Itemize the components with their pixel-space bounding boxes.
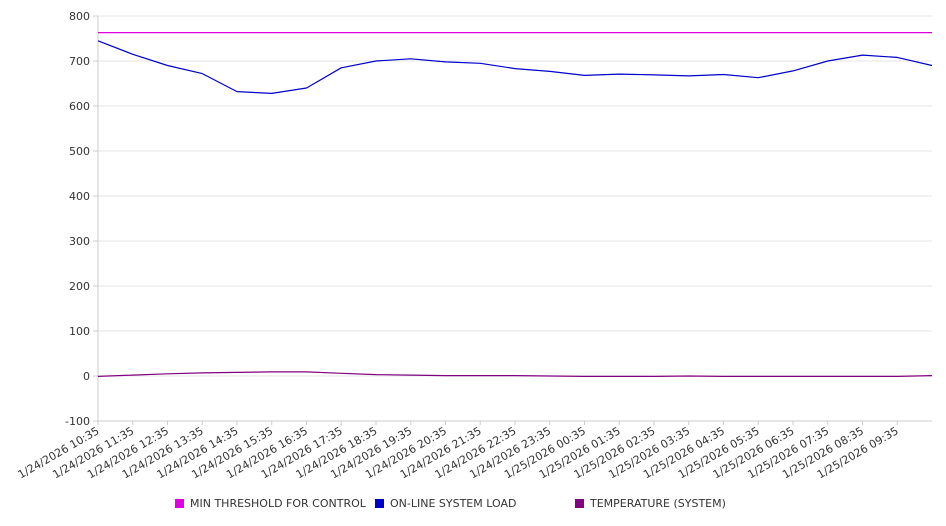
grid-lines — [98, 15, 932, 422]
y-tick-label: 300 — [69, 235, 90, 248]
y-tick-label: 800 — [69, 10, 90, 23]
legend-swatch-min-threshold — [175, 499, 184, 508]
legend-label-min-threshold: MIN THRESHOLD FOR CONTROL — [190, 497, 366, 510]
series-group — [97, 31, 933, 377]
legend-item-temperature: TEMPERATURE (SYSTEM) — [575, 497, 726, 510]
legend-item-min-threshold: MIN THRESHOLD FOR CONTROL — [175, 497, 366, 510]
y-tick-label: 500 — [69, 145, 90, 158]
series-line-system-load — [97, 40, 933, 95]
x-axis: 1/24/2026 10:351/24/2026 11:351/24/2026 … — [16, 420, 932, 481]
y-tick-label: 600 — [69, 100, 90, 113]
legend-swatch-temperature — [575, 499, 584, 508]
y-tick-label: 200 — [69, 280, 90, 293]
legend-item-system-load: ON-LINE SYSTEM LOAD — [375, 497, 516, 510]
y-tick-label: 0 — [83, 370, 90, 383]
y-tick-label: 700 — [69, 55, 90, 68]
legend-swatch-system-load — [375, 499, 384, 508]
legend-label-temperature: TEMPERATURE (SYSTEM) — [590, 497, 726, 510]
legend: MIN THRESHOLD FOR CONTROL ON-LINE SYSTEM… — [0, 497, 946, 515]
series-line-temperature — [97, 371, 933, 377]
y-tick-label: -100 — [65, 415, 90, 428]
y-axis: 800 700 600 500 400 300 200 100 0 -100 — [65, 10, 99, 428]
y-tick-label: 100 — [69, 325, 90, 338]
y-tick-label: 400 — [69, 190, 90, 203]
legend-label-system-load: ON-LINE SYSTEM LOAD — [390, 497, 517, 510]
